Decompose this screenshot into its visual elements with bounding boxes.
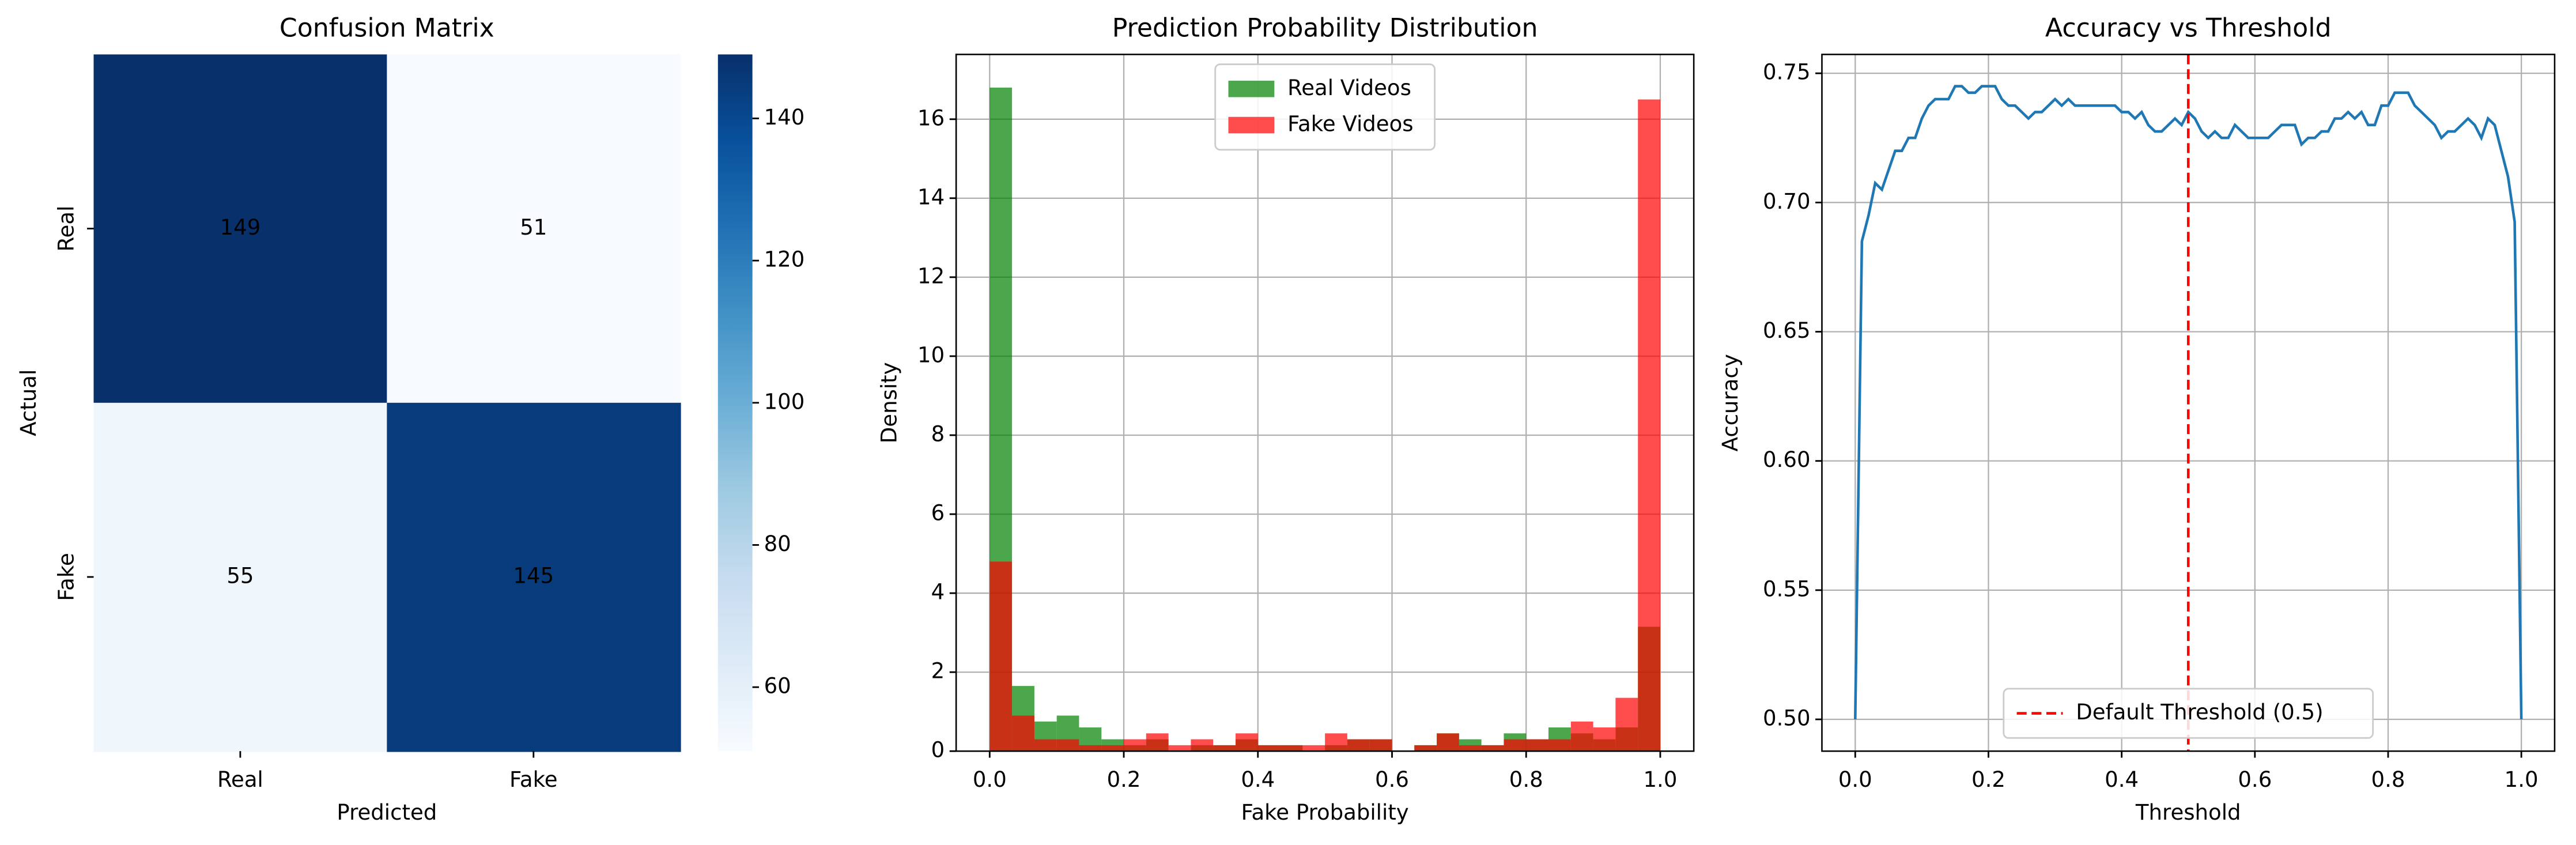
histogram-bar xyxy=(989,561,1013,752)
histogram-bar xyxy=(1034,739,1057,752)
histogram-bar xyxy=(1325,733,1347,752)
histogram-bar xyxy=(1347,739,1370,752)
histogram-bar xyxy=(1638,99,1660,752)
y-tick-label: Fake xyxy=(54,553,78,601)
heatmap-cell xyxy=(387,402,681,752)
y-tick-label: 0 xyxy=(931,738,945,763)
heatmap-cell xyxy=(93,54,388,404)
chart-title: Accuracy vs Threshold xyxy=(2045,14,2332,43)
axes-frame xyxy=(955,54,1695,752)
histogram-bar xyxy=(1056,739,1079,752)
histogram-bar xyxy=(1012,715,1034,752)
heatmap-cell xyxy=(93,402,388,752)
y-tick-label: 0.65 xyxy=(1763,318,1811,343)
histogram-bar xyxy=(1191,739,1214,752)
legend-label: Default Threshold (0.5) xyxy=(2076,700,2323,725)
histogram-bar xyxy=(1124,739,1146,752)
y-tick-label: 10 xyxy=(917,342,945,367)
legend-label: Real Videos xyxy=(1287,76,1411,100)
histogram-bar xyxy=(1414,745,1437,752)
x-tick-label: 1.0 xyxy=(2505,767,2539,792)
x-tick-label: 0.8 xyxy=(1509,767,1543,792)
x-tick-label: 0.8 xyxy=(2371,767,2405,792)
x-tick-label: 0.6 xyxy=(2238,767,2272,792)
colorbar xyxy=(717,54,753,752)
y-axis-label: Accuracy xyxy=(1718,354,1743,451)
histogram-bar xyxy=(1548,739,1571,752)
x-tick-label: 0.4 xyxy=(2105,767,2139,792)
chart-title: Prediction Probability Distribution xyxy=(1112,14,1538,43)
y-tick-label: 12 xyxy=(917,263,945,288)
y-tick-label: 0.50 xyxy=(1763,706,1811,731)
cell-label: 55 xyxy=(226,563,254,588)
legend-label: Fake Videos xyxy=(1287,112,1413,137)
x-tick-label: Real xyxy=(217,767,263,792)
y-tick-label: 0.75 xyxy=(1763,60,1811,85)
x-tick-label: 0.0 xyxy=(973,767,1007,792)
histogram-bar xyxy=(1459,745,1482,752)
legend-box xyxy=(2003,688,2374,739)
histogram-bar xyxy=(1437,733,1459,752)
legend-swatch xyxy=(1228,116,1275,134)
y-tick-label: 8 xyxy=(931,421,945,446)
y-axis-label: Actual xyxy=(16,369,41,436)
histogram-bar xyxy=(1168,745,1191,752)
colorbar-tick-label: 60 xyxy=(764,674,791,699)
histogram-bar xyxy=(1079,745,1102,752)
y-tick-label: 6 xyxy=(931,501,945,526)
histogram-bar xyxy=(1526,739,1548,752)
histogram-bar xyxy=(1570,721,1593,752)
x-tick-label: Fake xyxy=(509,767,558,792)
histogram-bar xyxy=(1257,745,1281,752)
y-tick-label: 16 xyxy=(917,105,945,130)
cell-label: 145 xyxy=(513,563,554,588)
colorbar-tick-label: 120 xyxy=(764,247,805,272)
histogram-bar xyxy=(1280,745,1303,752)
x-tick-label: 0.2 xyxy=(1971,767,2005,792)
histogram-bar xyxy=(1213,745,1236,752)
y-tick-label: 2 xyxy=(931,659,945,684)
y-tick-label: 0.60 xyxy=(1763,447,1811,472)
colorbar-tick-label: 80 xyxy=(764,531,791,556)
x-tick-label: 1.0 xyxy=(1643,767,1677,792)
y-tick-label: 0.55 xyxy=(1763,576,1811,601)
x-tick-label: 0.0 xyxy=(1838,767,1872,792)
y-tick-label: 0.70 xyxy=(1763,189,1811,214)
legend-swatch xyxy=(1228,81,1275,97)
histogram-bar xyxy=(1236,733,1258,752)
x-axis-label: Predicted xyxy=(337,800,437,825)
heatmap-cell xyxy=(387,54,681,404)
y-tick-label: 4 xyxy=(931,580,945,605)
cell-label: 149 xyxy=(220,215,261,240)
histogram-bar xyxy=(1593,727,1616,752)
histogram-bar xyxy=(1302,745,1325,752)
axes-frame xyxy=(1821,54,2556,752)
x-axis-label: Fake Probability xyxy=(1241,800,1409,825)
y-tick-label: Real xyxy=(54,206,78,252)
histogram-bar xyxy=(1146,733,1169,752)
chart-title: Confusion Matrix xyxy=(279,14,494,43)
line xyxy=(1854,85,2523,720)
x-tick-label: 0.2 xyxy=(1107,767,1141,792)
colorbar-tick-label: 100 xyxy=(764,389,805,414)
histogram-bar xyxy=(1481,745,1504,752)
x-tick-label: 0.4 xyxy=(1241,767,1275,792)
histogram-bar xyxy=(1615,697,1638,752)
colorbar-tick-label: 140 xyxy=(764,105,805,130)
y-axis-label: Density xyxy=(877,362,902,443)
x-tick-label: 0.6 xyxy=(1375,767,1409,792)
y-tick-label: 14 xyxy=(917,184,945,209)
cell-label: 51 xyxy=(520,215,547,240)
x-axis-label: Threshold xyxy=(2135,800,2241,825)
histogram-bar xyxy=(1101,745,1124,752)
histogram-bar xyxy=(1504,739,1527,752)
histogram-bar xyxy=(1369,739,1392,752)
